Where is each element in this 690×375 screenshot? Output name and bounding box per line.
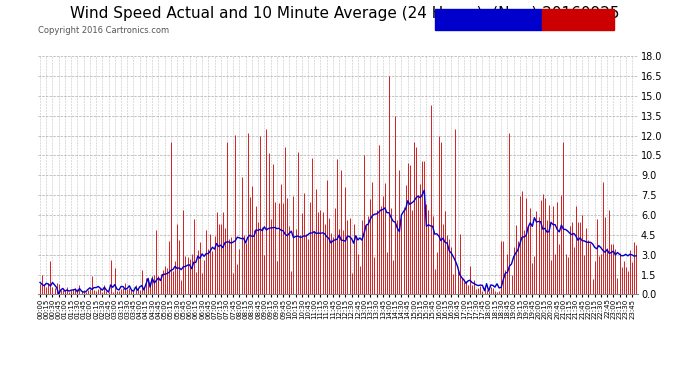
Text: 10 Min Avg (mph): 10 Min Avg (mph) xyxy=(437,15,523,24)
Text: Wind (mph): Wind (mph) xyxy=(544,15,601,24)
Text: Wind Speed Actual and 10 Minute Average (24 Hours)  (New) 20160925: Wind Speed Actual and 10 Minute Average … xyxy=(70,6,620,21)
Text: Copyright 2016 Cartronics.com: Copyright 2016 Cartronics.com xyxy=(38,26,169,35)
